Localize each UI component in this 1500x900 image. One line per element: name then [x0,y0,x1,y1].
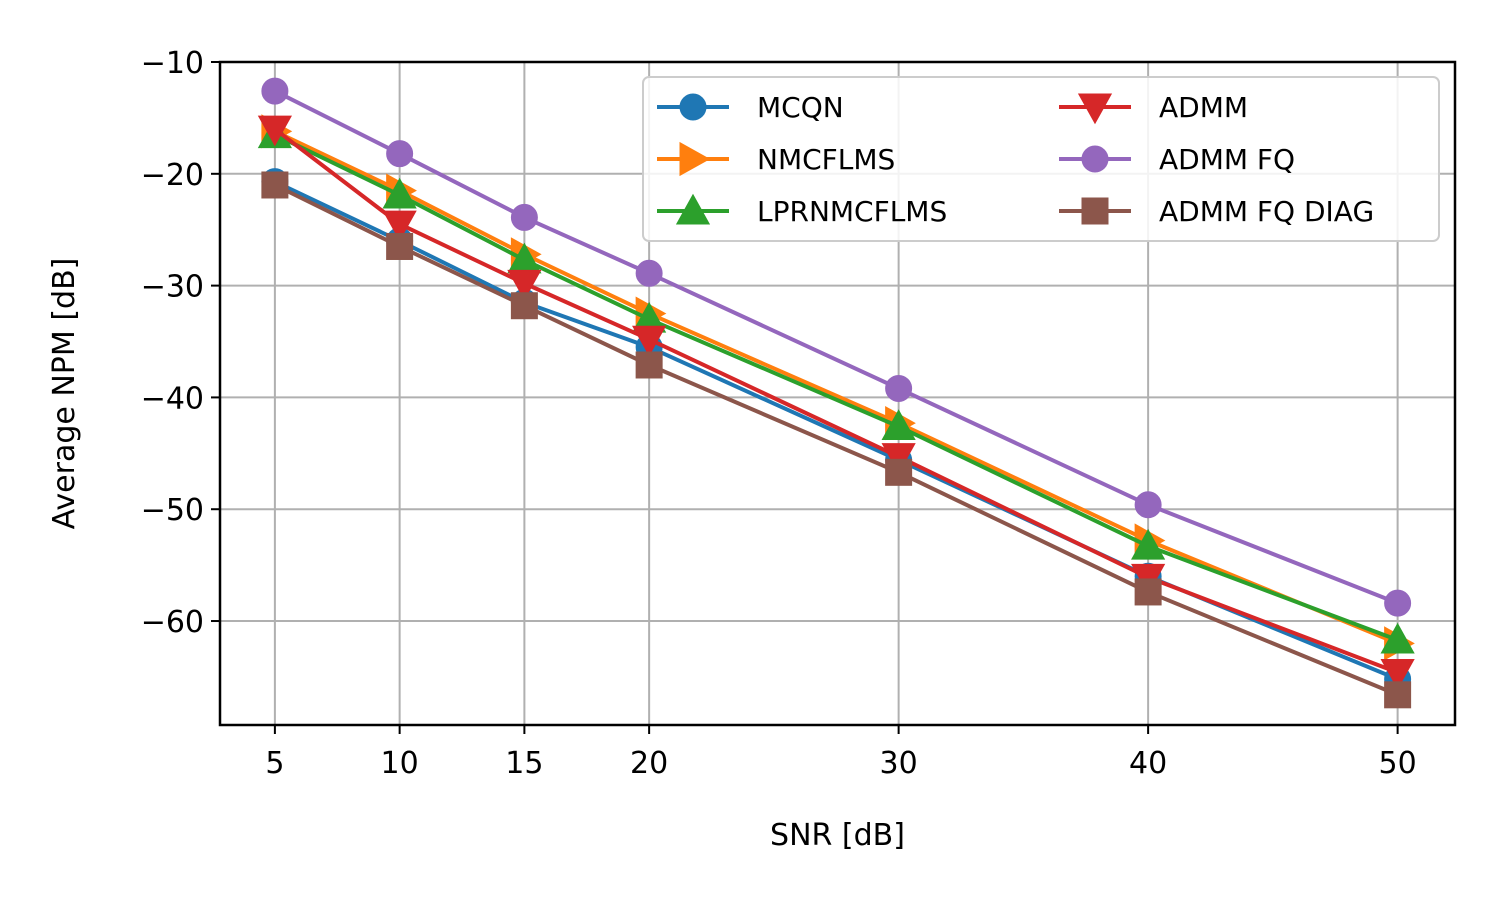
data-point-admm-fq [1134,491,1162,519]
ticks: 5 10 15 20 30 40 50 −10 −20 −30 −40 −50 −60 [141,46,1417,781]
series-lprnmcflms [257,117,1415,654]
series-admm-fq-diag [261,171,1412,709]
legend-label: LPRNMCFLMS [757,195,947,228]
x-tick-label: 50 [1379,746,1417,781]
x-axis-label: SNR [dB] [770,818,905,853]
y-tick-label: −20 [141,158,204,193]
y-axis-label: Average NPM [dB] [47,258,82,530]
y-tick-label: −10 [141,46,204,81]
data-point-admm-fq [386,140,414,168]
legend-marker-lprnmcflms [675,193,711,225]
legend-marker-admm-fq-diag [1081,197,1109,225]
legend-label: MCQN [757,91,844,124]
series-admm [257,115,1415,690]
x-tick-label: 10 [381,746,419,781]
data-point-admm-fq-diag [510,292,538,320]
y-tick-label: −40 [141,381,204,416]
legend-label: ADMM FQ [1159,143,1295,176]
legend: MCQN NMCFLMS LPRNMCFLMS ADMM ADMM FQ ADMM FQ … [642,76,1440,242]
data-point-admm-fq [510,203,538,231]
legend-item-lprnmcflms: LPRNMCFLMS [657,193,947,228]
data-point-admm-fq [635,259,663,287]
legend-label: ADMM [1159,91,1248,124]
data-point-admm [632,325,667,357]
data-point-admm [881,443,916,474]
data-point-admm-fq-diag [635,351,663,379]
legend-box [642,76,1440,242]
y-tick-label: −30 [141,270,204,305]
x-tick-label: 5 [265,746,284,781]
data-point-admm [1380,658,1415,690]
data-point-admm-fq [261,77,289,105]
data-point-admm-fq [1384,589,1412,617]
series-admm-fq [261,77,1412,617]
legend-item-mcqn: MCQN [657,91,844,124]
data-point-admm-fq-diag [1384,681,1412,709]
series-line-mcqn [274,179,1399,682]
legend-marker-mcqn [679,93,707,121]
x-tick-label: 20 [630,746,668,781]
data-point-lprnmcflms [1380,622,1415,654]
data-point-lprnmcflms [382,177,417,209]
data-point-lprnmcflms [881,409,916,440]
legend-marker-nmcflms [679,141,711,177]
legend-marker-admm-fq [1081,145,1109,173]
x-tick-label: 30 [880,746,918,781]
data-point-admm-fq-diag [1134,578,1162,606]
data-point-admm [257,115,292,147]
series-layer [257,77,1415,709]
plot-area-frame [218,60,1457,727]
y-tick-label: −50 [141,493,204,528]
data-point-admm-fq [885,374,913,402]
data-point-admm [507,269,542,301]
legend-marker-admm [1077,93,1113,125]
legend-item-admm-fq-diag: ADMM FQ DIAG [1059,195,1374,228]
data-point-lprnmcflms [1131,528,1166,560]
legend-label: NMCFLMS [757,143,895,176]
data-point-admm-fq-diag [261,171,289,199]
y-tick-label: −60 [141,605,204,640]
legend-item-nmcflms: NMCFLMS [657,141,895,177]
legend-item-admm-fq: ADMM FQ [1059,143,1295,176]
data-point-admm-fq-diag [386,232,414,260]
data-point-admm-fq-diag [885,458,913,486]
data-point-admm [382,210,417,242]
x-tick-label: 15 [505,746,543,781]
legend-item-admm: ADMM [1059,91,1248,125]
x-tick-label: 40 [1129,746,1167,781]
legend-label: ADMM FQ DIAG [1159,195,1374,228]
